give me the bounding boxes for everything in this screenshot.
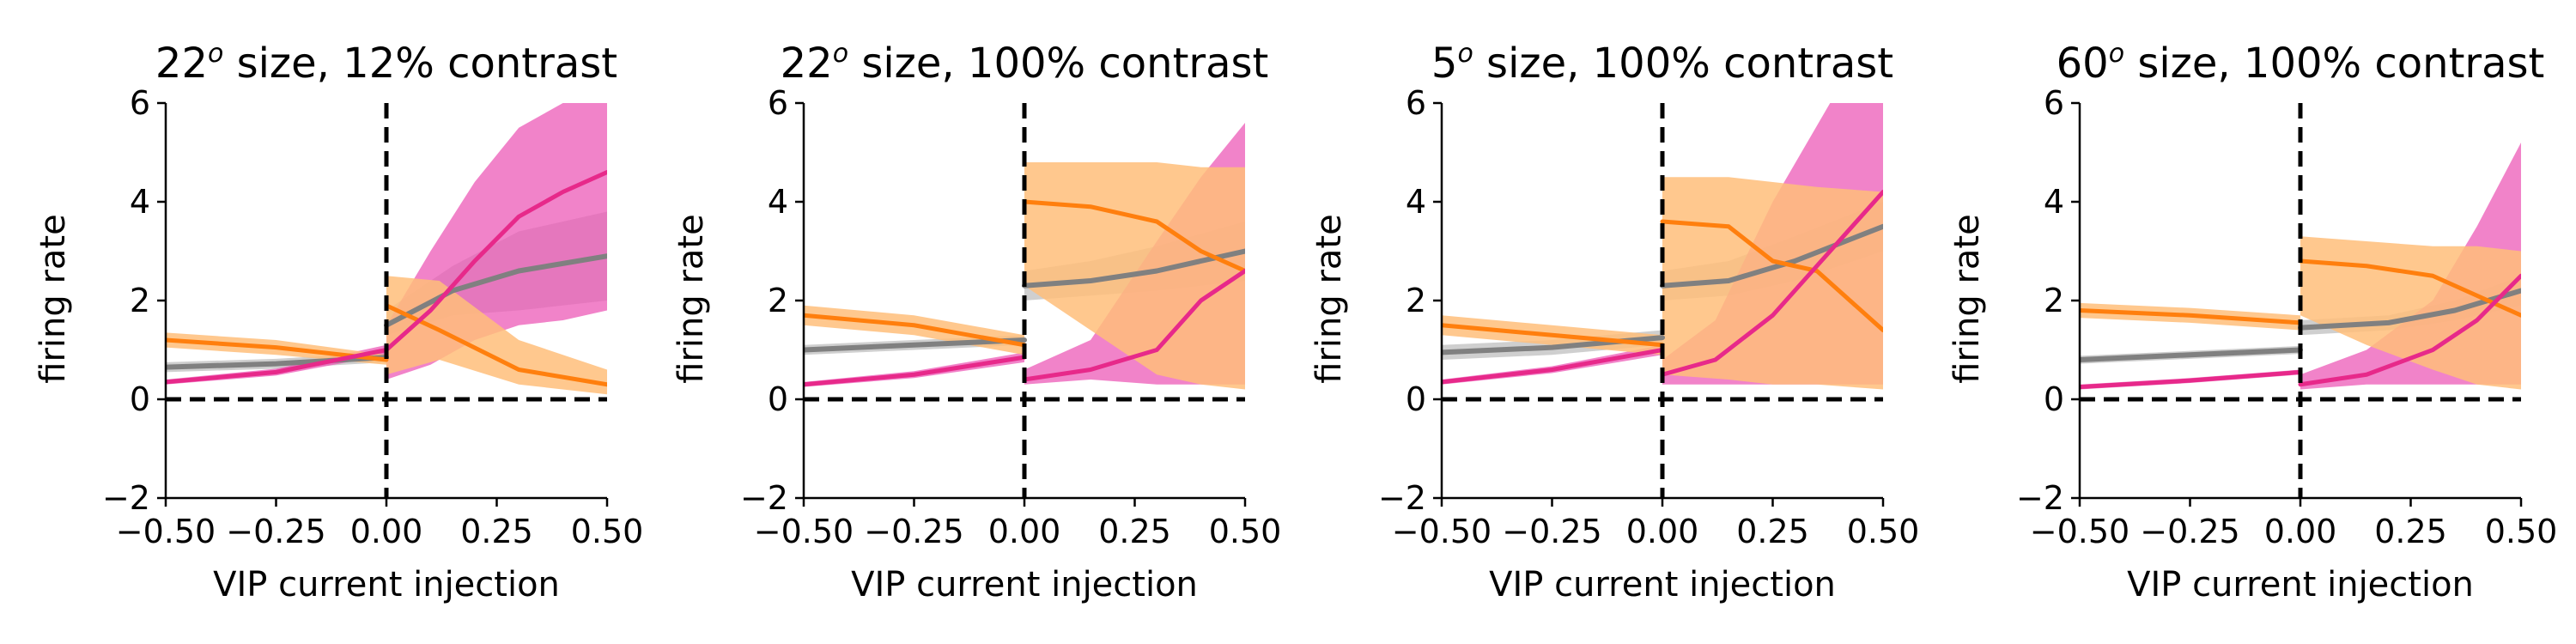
magenta-series-line-pos (1022, 269, 1245, 382)
magenta-series-line-neg (166, 348, 389, 385)
y-tick-label: 6 (130, 84, 150, 122)
y-tick-label: −2 (740, 479, 788, 517)
x-tick-label: 0.00 (1626, 513, 1699, 550)
x-tick-label: 0.50 (571, 513, 644, 550)
x-tick-label: 0.50 (2485, 513, 2558, 550)
magenta-series-line-pos (2298, 273, 2521, 387)
subplot-22deg-12pct-contrast: 22o size, 12% contrast VIP current injec… (33, 39, 643, 605)
subplot-title: 5o size, 100% contrast (1431, 39, 1893, 88)
x-tick-label: 0.25 (460, 513, 533, 550)
orange-confidence-band-pos (1662, 177, 1883, 390)
y-tick-label: 0 (768, 380, 788, 418)
orange-series-line-pos (1022, 199, 1245, 273)
x-tick-label: 0.00 (988, 513, 1061, 550)
x-tick-label: 0.25 (1098, 513, 1171, 550)
y-tick-label: 6 (768, 84, 788, 122)
orange-series-line-pos (1660, 219, 1883, 332)
y-tick-label: 4 (768, 183, 788, 221)
orange-series-line-pos (384, 303, 607, 387)
x-tick-label: −0.25 (864, 513, 963, 550)
y-axis-label: firing rate (671, 214, 711, 383)
x-tick-label: −0.50 (2030, 513, 2129, 550)
orange-series-line-neg (1442, 323, 1665, 348)
x-tick-label: −0.25 (2140, 513, 2239, 550)
subplot-22deg-100pct-contrast: 22o size, 100% contrast VIP current inje… (671, 39, 1281, 605)
y-tick-label: 6 (2044, 84, 2064, 122)
y-tick-label: 4 (2044, 183, 2064, 221)
subplot-title: 60o size, 100% contrast (2057, 39, 2545, 88)
x-tick-label: −0.50 (754, 513, 854, 550)
orange-series-line-neg (804, 313, 1027, 348)
y-tick-label: −2 (102, 479, 150, 517)
y-axis-label: firing rate (1309, 214, 1349, 383)
x-axis-label: VIP current injection (2127, 565, 2474, 605)
magenta-series-line-pos (1660, 190, 1883, 377)
y-tick-label: 2 (768, 282, 788, 319)
magenta-series-line-pos (384, 170, 607, 352)
plot-area (804, 123, 1245, 390)
plot-area (166, 103, 607, 395)
y-axis-label: firing rate (33, 214, 73, 383)
y-tick-label: 2 (1406, 282, 1426, 319)
orange-confidence-band-pos (2300, 236, 2521, 390)
x-tick-label: 0.25 (1736, 513, 1809, 550)
subplot-title: 22o size, 12% contrast (155, 39, 617, 88)
y-tick-label: −2 (1378, 479, 1426, 517)
plot-area (1442, 103, 1883, 390)
y-tick-label: −2 (2016, 479, 2064, 517)
y-tick-label: 2 (130, 282, 150, 319)
x-tick-label: 0.00 (2264, 513, 2337, 550)
y-tick-label: 4 (1406, 183, 1426, 221)
y-tick-label: 0 (2044, 380, 2064, 418)
y-tick-label: 0 (1406, 380, 1426, 418)
magenta-series-line-neg (804, 355, 1027, 387)
gray-series-line-pos (1022, 248, 1245, 289)
y-axis-label: firing rate (1947, 214, 1987, 383)
x-tick-label: −0.25 (226, 513, 325, 550)
x-tick-label: 0.50 (1847, 513, 1920, 550)
y-tick-label: 2 (2044, 282, 2064, 319)
gray-series-line-neg (2080, 347, 2303, 362)
x-axis-label: VIP current injection (213, 565, 560, 605)
orange-series-line-neg (2080, 308, 2303, 325)
x-tick-label: −0.50 (1392, 513, 1492, 550)
x-tick-label: −0.50 (116, 513, 216, 550)
subplot-5deg-100pct-contrast: 5o size, 100% contrast VIP current injec… (1309, 39, 1919, 605)
x-axis-label: VIP current injection (1489, 565, 1836, 605)
magenta-series-line-neg (2080, 369, 2303, 390)
magenta-series-line-neg (1442, 348, 1665, 385)
magenta-confidence-band-neg (166, 344, 386, 385)
orange-confidence-band-pos (386, 276, 607, 395)
subplot-60deg-100pct-contrast: 60o size, 100% contrast VIP current inje… (1947, 39, 2557, 605)
x-tick-label: 0.25 (2374, 513, 2447, 550)
y-tick-label: 6 (1406, 84, 1426, 122)
x-axis-label: VIP current injection (851, 565, 1198, 605)
subplot-title: 22o size, 100% contrast (781, 39, 1269, 88)
gray-series-line-neg (804, 337, 1027, 353)
gray-series-line-pos (384, 253, 607, 328)
orange-series-line-pos (2298, 258, 2521, 318)
x-tick-label: −0.25 (1502, 513, 1601, 550)
x-tick-label: 0.50 (1209, 513, 1282, 550)
y-tick-label: 4 (130, 183, 150, 221)
x-tick-label: 0.00 (350, 513, 423, 550)
plot-area (2080, 143, 2521, 390)
y-tick-label: 0 (130, 380, 150, 418)
